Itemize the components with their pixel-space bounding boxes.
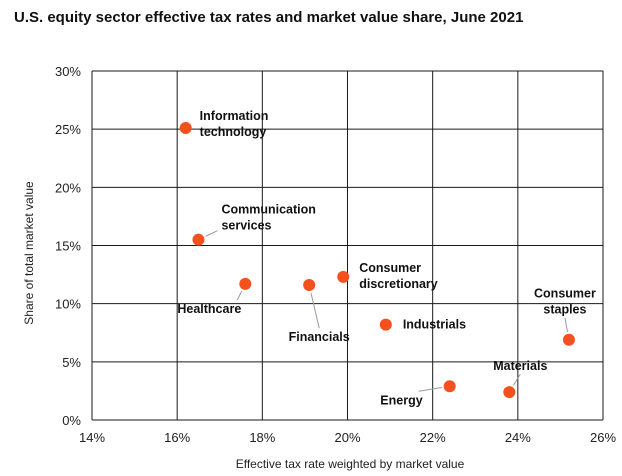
x-tick-label: 16%	[164, 430, 190, 445]
leader-line	[310, 292, 320, 329]
data-point	[239, 277, 252, 290]
point-label: Communication services	[221, 203, 315, 233]
data-point	[192, 233, 205, 246]
leader-line	[205, 230, 218, 237]
point-label: Consumer staples	[534, 287, 596, 317]
leader-line	[418, 387, 442, 392]
x-tick-label: 14%	[79, 430, 105, 445]
data-point	[179, 122, 192, 135]
point-label: Consumer discretionary	[359, 261, 438, 291]
y-tick-label: 5%	[62, 355, 81, 370]
y-tick-label: 25%	[55, 122, 81, 137]
data-point	[379, 318, 392, 331]
data-point	[443, 380, 456, 393]
point-label: Industrials	[403, 318, 466, 332]
point-label: Materials	[493, 359, 547, 373]
point-label: Information technology	[200, 109, 269, 139]
leader-line	[513, 373, 521, 386]
x-axis-label: Effective tax rate weighted by market va…	[236, 457, 465, 471]
data-point	[303, 279, 316, 292]
chart-title: U.S. equity sector effective tax rates a…	[14, 9, 523, 26]
y-tick-label: 15%	[55, 239, 81, 254]
y-tick-label: 0%	[62, 413, 81, 428]
data-point	[503, 386, 516, 399]
x-tick-label: 18%	[249, 430, 275, 445]
leader-lines	[205, 230, 568, 392]
point-label: Financials	[289, 330, 350, 344]
point-labels: Information technology Communication servic…	[177, 109, 596, 407]
leader-line	[564, 317, 568, 332]
y-tick-label: 30%	[55, 64, 81, 79]
leader-line	[236, 290, 243, 301]
tick-labels: 14% 16% 18% 20% 22% 24% 26% 0% 5% 10% 15% 20% 25% 30%	[55, 64, 616, 445]
y-tick-label: 10%	[55, 297, 81, 312]
y-axis-label: Share of total market value	[22, 181, 36, 325]
grid	[91, 70, 604, 421]
y-tick-label: 20%	[55, 180, 81, 195]
x-tick-label: 24%	[505, 430, 531, 445]
data-points	[179, 122, 575, 399]
point-label: Healthcare	[177, 302, 241, 316]
x-tick-label: 20%	[334, 430, 360, 445]
point-label: Energy	[380, 393, 422, 407]
x-tick-label: 26%	[590, 430, 616, 445]
data-point	[562, 333, 575, 346]
x-tick-label: 22%	[420, 430, 446, 445]
data-point	[337, 270, 350, 283]
